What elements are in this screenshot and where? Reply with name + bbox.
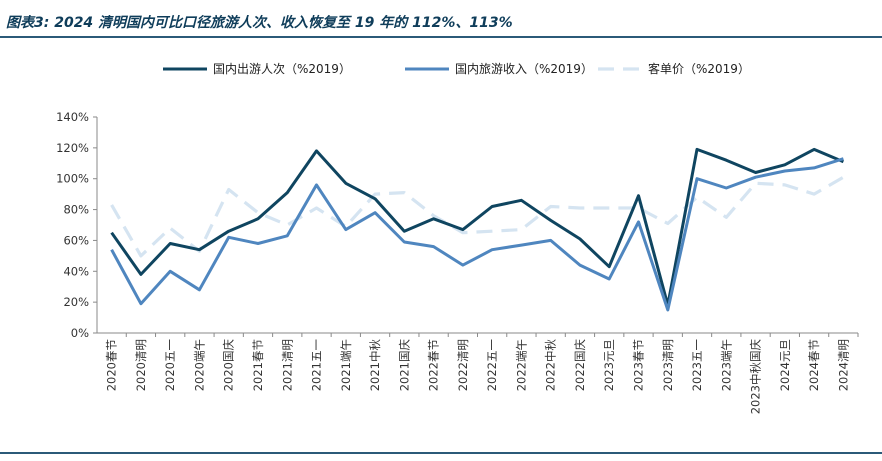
x-tick-label: 2022五一 [485,339,499,392]
x-tick-label: 2024春节 [807,339,821,391]
legend-label: 客单价（%2019） [648,61,750,76]
y-tick-label: 40% [63,264,89,278]
x-tick-label: 2020春节 [105,339,119,391]
y-tick-label: 0% [71,326,89,340]
top-divider [0,36,882,38]
series-line-2 [110,175,845,258]
chart-legend: 国内出游人次（%2019） 国内旅游收入（%2019） 客单价（%2019） [163,61,750,76]
x-tick-label: 2022端午 [514,339,528,391]
x-tick-label: 2022清明 [456,339,470,391]
x-tick-label: 2023元旦 [602,339,616,391]
x-tick-label: 2021清明 [280,339,294,391]
x-tick-label: 2020清明 [134,339,148,391]
x-tick-label: 2021五一 [310,339,324,392]
x-tick-label: 2020端午 [192,339,206,391]
x-tick-label: 2021端午 [339,339,353,391]
legend-label: 国内旅游收入（%2019） [455,62,593,76]
x-tick-label: 2022春节 [427,339,441,391]
x-tick-label: 2023春节 [631,339,645,391]
y-tick-label: 80% [63,203,89,217]
series-line-1 [110,157,844,312]
legend-label: 国内出游人次（%2019） [213,62,351,76]
x-tick-label: 2024清明 [836,339,850,391]
bottom-divider [0,452,882,454]
x-tick-label: 2022中秋 [544,339,558,392]
y-tick-label: 140% [56,110,89,124]
x-tick-label: 2024元旦 [778,339,792,391]
x-tick-label: 2023清明 [661,339,675,391]
x-tick-label: 2021国庆 [397,339,411,392]
y-tick-label: 20% [63,295,89,309]
y-tick-label: 120% [56,141,89,155]
x-tick-label: 2022国庆 [573,339,587,392]
x-tick-label: 2021中秋 [368,339,382,392]
x-tick-label: 2023端午 [719,339,733,391]
chart-series [110,147,845,312]
x-tick-label: 2023中秋国庆 [749,339,763,415]
x-tick-label: 2023五一 [690,339,704,392]
x-tick-label: 2020国庆 [222,339,236,392]
series-line-0 [110,147,844,307]
y-tick-label: 60% [63,233,89,247]
chart-axes: 0% 20% 40% 60% 80% 100% 120% 140% 2020春节 2020清明 20… [56,110,859,415]
x-tick-label: 2021春节 [251,339,265,391]
x-tick-label: 2020五一 [163,339,177,392]
y-tick-label: 100% [56,172,89,186]
chart-title: 图表3: 2024 清明国内可比口径旅游人次、收入恢复至 19 年的 112%、… [6,15,513,31]
